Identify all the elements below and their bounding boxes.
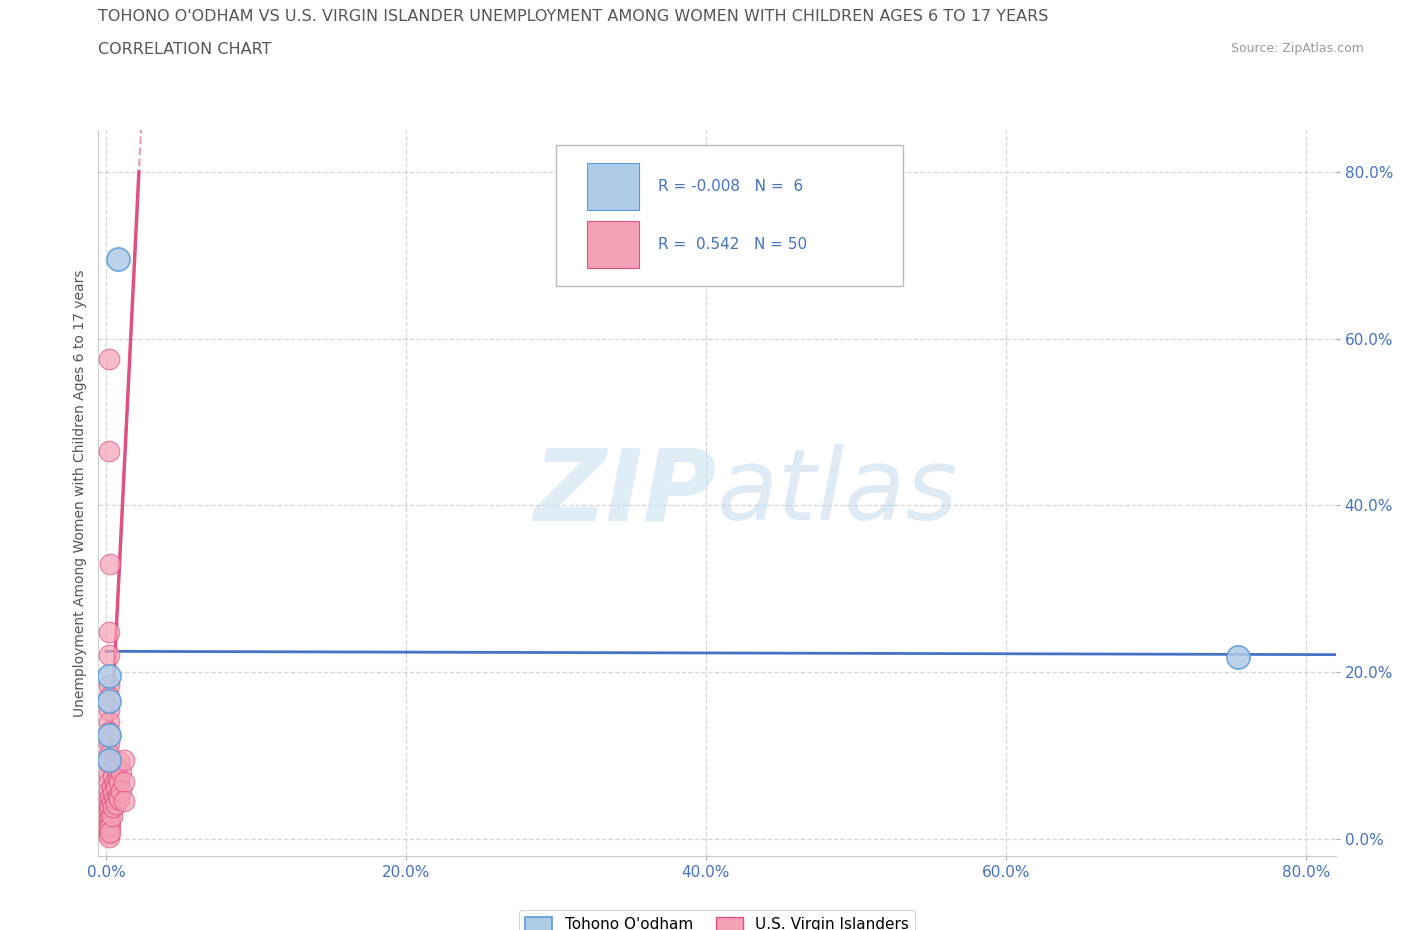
- Point: [101, 808, 124, 823]
- Point: [112, 775, 135, 790]
- Point: [105, 761, 128, 776]
- Point: [107, 772, 129, 787]
- Point: [112, 752, 135, 767]
- Point: [97, 444, 120, 458]
- Point: [97, 702, 120, 717]
- Point: [104, 791, 127, 806]
- Text: atlas: atlas: [717, 445, 959, 541]
- Point: [97, 752, 120, 767]
- Point: [100, 825, 122, 840]
- Text: R =  0.542   N = 50: R = 0.542 N = 50: [658, 236, 807, 252]
- Point: [97, 827, 120, 842]
- Point: [103, 800, 125, 815]
- Point: [108, 775, 131, 790]
- Point: [97, 775, 120, 790]
- Point: [105, 796, 128, 811]
- Point: [101, 779, 124, 794]
- Point: [110, 764, 132, 779]
- Point: [97, 804, 120, 819]
- Point: [97, 690, 120, 705]
- Point: [100, 819, 122, 834]
- Point: [104, 775, 127, 790]
- Point: [97, 766, 120, 781]
- Legend: Tohono O'odham, U.S. Virgin Islanders: Tohono O'odham, U.S. Virgin Islanders: [519, 910, 915, 930]
- Text: TOHONO O'ODHAM VS U.S. VIRGIN ISLANDER UNEMPLOYMENT AMONG WOMEN WITH CHILDREN AG: TOHONO O'ODHAM VS U.S. VIRGIN ISLANDER U…: [98, 9, 1049, 24]
- Point: [97, 694, 120, 709]
- Point: [97, 736, 120, 751]
- Point: [97, 352, 120, 367]
- Point: [100, 790, 122, 804]
- Point: [97, 669, 120, 684]
- Point: [97, 791, 120, 806]
- Text: ZIP: ZIP: [534, 445, 717, 541]
- Point: [97, 724, 120, 739]
- Point: [97, 817, 120, 831]
- Point: [107, 252, 129, 267]
- Point: [97, 648, 120, 663]
- Text: CORRELATION CHART: CORRELATION CHART: [98, 42, 271, 57]
- Point: [97, 798, 120, 813]
- Point: [105, 779, 128, 794]
- Text: R = -0.008   N =  6: R = -0.008 N = 6: [658, 179, 803, 194]
- Point: [97, 677, 120, 692]
- Point: [103, 769, 125, 784]
- Y-axis label: Unemployment Among Women with Children Ages 6 to 17 years: Unemployment Among Women with Children A…: [73, 269, 87, 717]
- Point: [97, 783, 120, 798]
- Point: [97, 747, 120, 762]
- FancyBboxPatch shape: [588, 163, 640, 210]
- Point: [100, 556, 122, 571]
- Point: [112, 794, 135, 809]
- FancyBboxPatch shape: [557, 145, 903, 286]
- Point: [100, 811, 122, 826]
- Point: [108, 755, 131, 770]
- FancyBboxPatch shape: [588, 220, 640, 268]
- Point: [110, 783, 132, 798]
- Point: [107, 788, 129, 803]
- Point: [97, 811, 120, 826]
- Point: [97, 625, 120, 640]
- Point: [1227, 650, 1250, 665]
- Point: [97, 715, 120, 730]
- Point: [100, 800, 122, 815]
- Point: [97, 727, 120, 742]
- Text: Source: ZipAtlas.com: Source: ZipAtlas.com: [1230, 42, 1364, 55]
- Point: [101, 794, 124, 809]
- Point: [97, 756, 120, 771]
- Point: [97, 821, 120, 836]
- Point: [97, 830, 120, 844]
- Point: [108, 791, 131, 806]
- Point: [103, 786, 125, 801]
